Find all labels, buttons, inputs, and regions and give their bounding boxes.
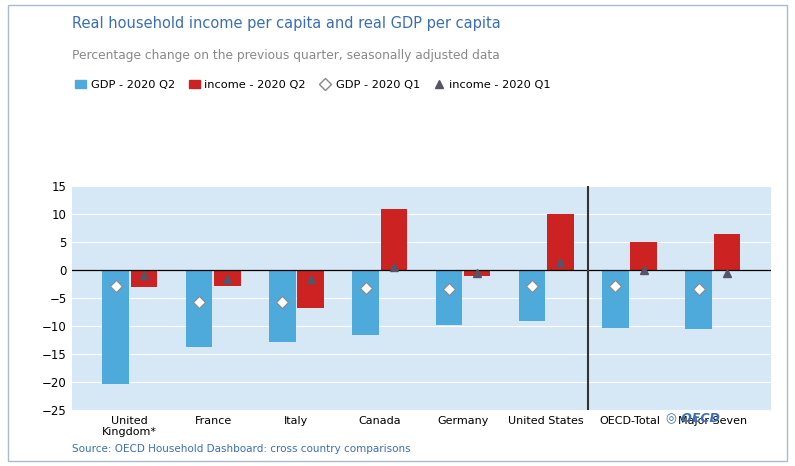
Bar (130, 270, 157, 287)
Bar (685, 270, 712, 329)
Legend: GDP - 2020 Q2, income - 2020 Q2, GDP - 2020 Q1, income - 2020 Q1: GDP - 2020 Q2, income - 2020 Q2, GDP - 2… (70, 76, 556, 95)
Bar (352, 270, 379, 335)
Bar (297, 270, 324, 308)
Bar (436, 270, 462, 324)
Bar (630, 242, 657, 270)
Text: Percentage change on the previous quarter, seasonally adjusted data: Percentage change on the previous quarte… (72, 49, 499, 62)
Bar (186, 270, 212, 348)
Bar (381, 209, 407, 270)
Text: Source: OECD Household Dashboard: cross country comparisons: Source: OECD Household Dashboard: cross … (72, 445, 410, 454)
Bar (602, 270, 629, 329)
Bar (547, 214, 574, 270)
Bar (214, 270, 241, 286)
Bar (269, 270, 296, 342)
Bar (463, 270, 491, 276)
Bar (714, 234, 740, 270)
Bar (519, 270, 545, 321)
Text: Real household income per capita and real GDP per capita: Real household income per capita and rea… (72, 16, 500, 31)
Text: ◎ OECD: ◎ OECD (665, 411, 719, 424)
Bar (103, 270, 129, 384)
